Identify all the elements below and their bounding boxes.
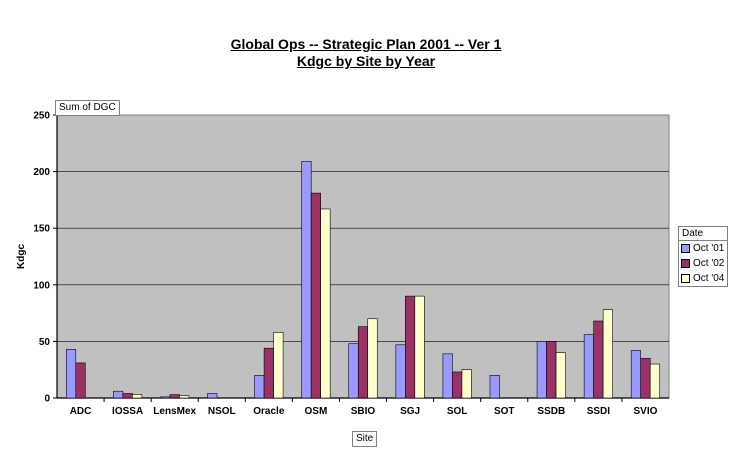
legend: Date Oct '01 Oct '02 Oct '04 bbox=[678, 226, 728, 287]
bar bbox=[207, 393, 218, 399]
bar bbox=[536, 341, 547, 399]
bar bbox=[546, 341, 557, 399]
legend-title[interactable]: Date bbox=[679, 227, 727, 241]
bar bbox=[649, 363, 661, 399]
bar bbox=[113, 390, 124, 399]
bar bbox=[489, 375, 500, 399]
legend-item-oct-04: Oct '04 bbox=[679, 271, 727, 286]
bar bbox=[555, 352, 566, 399]
x-tick-label: LensMex bbox=[153, 406, 196, 417]
bar bbox=[273, 332, 284, 399]
legend-item-oct-02: Oct '02 bbox=[679, 256, 727, 271]
bar bbox=[405, 295, 416, 399]
legend-label: Oct '01 bbox=[693, 243, 725, 254]
x-tick-label: SGJ bbox=[400, 406, 420, 417]
bar bbox=[65, 349, 77, 399]
bar bbox=[320, 208, 331, 399]
bar bbox=[414, 295, 425, 399]
legend-label: Oct '04 bbox=[693, 273, 725, 284]
bar bbox=[395, 344, 406, 399]
chart-title-line2: Kdgc by Site by Year bbox=[296, 53, 436, 69]
legend-label: Oct '02 bbox=[693, 258, 725, 269]
bar bbox=[122, 393, 133, 399]
x-tick-label: SOT bbox=[494, 406, 515, 417]
bar bbox=[583, 334, 594, 399]
bar bbox=[630, 350, 642, 399]
bar bbox=[357, 326, 369, 399]
bar bbox=[132, 394, 143, 399]
x-tick-label: OSM bbox=[305, 406, 328, 417]
data-field-button[interactable]: Sum of DGC bbox=[55, 100, 120, 116]
bar bbox=[442, 353, 453, 399]
y-tick-label: 250 bbox=[33, 111, 50, 122]
x-tick-label: ADC bbox=[70, 406, 92, 417]
legend-item-oct-01: Oct '01 bbox=[679, 241, 727, 256]
bar bbox=[310, 192, 321, 399]
bar bbox=[169, 394, 180, 399]
x-tick-label: IOSSA bbox=[112, 406, 143, 417]
bar bbox=[263, 347, 274, 399]
y-tick-label: 50 bbox=[39, 337, 51, 348]
y-axis-label: Kdgc bbox=[16, 244, 27, 269]
y-tick-label: 200 bbox=[33, 167, 50, 178]
legend-swatch bbox=[681, 274, 690, 283]
x-tick-label: SBIO bbox=[351, 406, 376, 417]
x-axis-field-button[interactable]: Site bbox=[352, 431, 378, 447]
bar bbox=[593, 320, 604, 399]
chart-title-line1: Global Ops -- Strategic Plan 2001 -- Ver… bbox=[230, 36, 502, 52]
bar bbox=[254, 375, 265, 399]
bar bbox=[367, 318, 378, 399]
bar bbox=[461, 369, 472, 399]
bar bbox=[301, 161, 312, 399]
x-tick-label: SSDI bbox=[587, 406, 611, 417]
x-tick-label: SVIO bbox=[634, 406, 658, 417]
x-tick-label: Oracle bbox=[253, 406, 285, 417]
y-tick-label: 150 bbox=[33, 224, 50, 235]
bar bbox=[348, 343, 359, 399]
legend-swatch bbox=[681, 244, 690, 253]
bar bbox=[640, 358, 651, 399]
bar bbox=[75, 362, 86, 399]
legend-swatch bbox=[681, 259, 690, 268]
x-tick-label: NSOL bbox=[208, 406, 236, 417]
bar bbox=[602, 309, 613, 399]
y-tick-label: 0 bbox=[44, 394, 50, 405]
bar bbox=[452, 371, 463, 399]
bar bbox=[160, 396, 171, 399]
x-tick-label: SSDB bbox=[537, 406, 565, 417]
bar bbox=[179, 395, 190, 399]
y-tick-label: 100 bbox=[33, 280, 50, 291]
x-tick-label: SOL bbox=[447, 406, 468, 417]
